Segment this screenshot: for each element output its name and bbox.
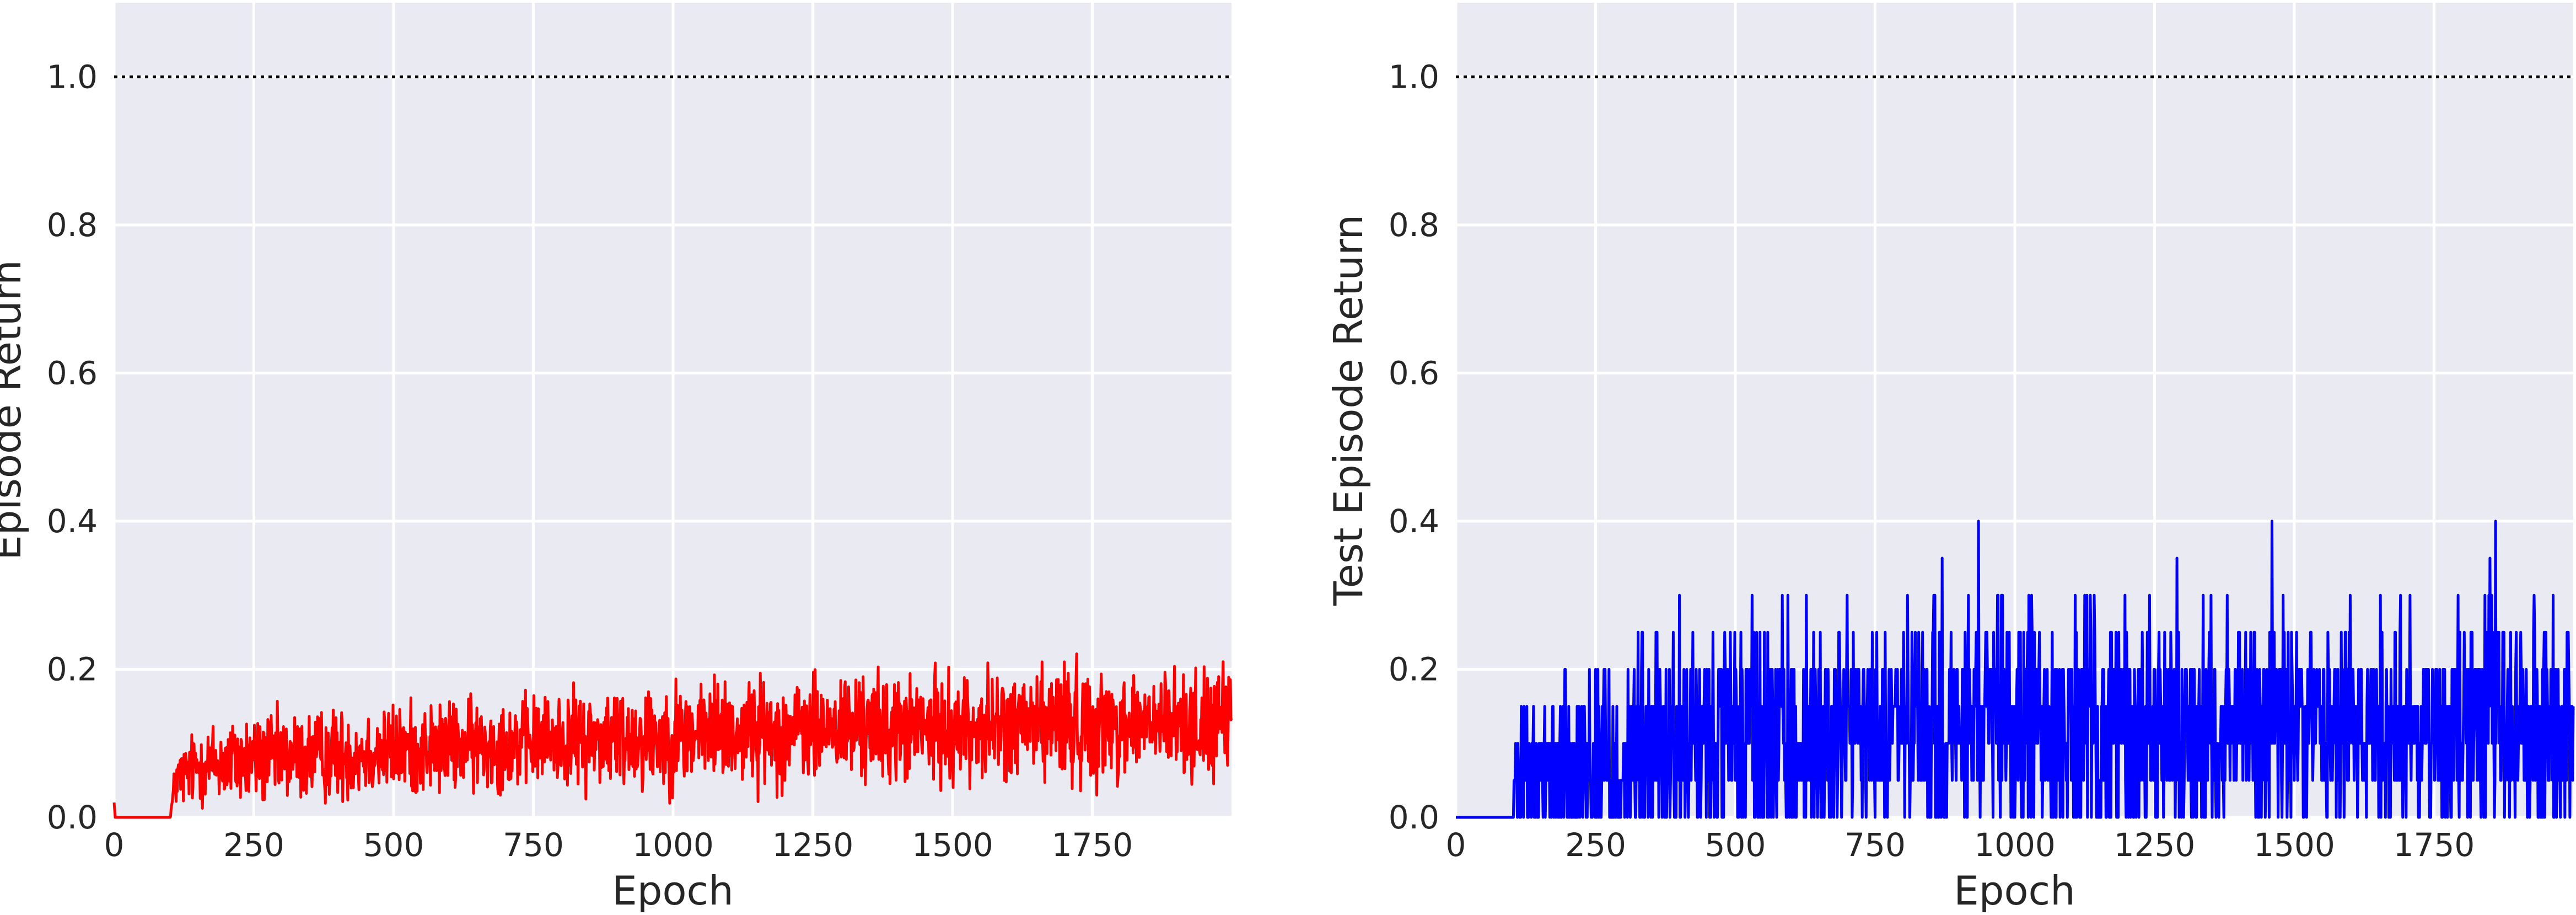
chart-1-x-tick-label: 1250 <box>772 826 854 864</box>
chart-2-x-tick-label: 250 <box>1565 826 1626 864</box>
chart-1-y-tick-label: 0.6 <box>47 354 98 392</box>
chart-2-x-tick-label: 1000 <box>1974 826 2056 864</box>
chart-2-series-line <box>1455 520 2575 819</box>
chart-2-y-tick-label: 0.6 <box>1389 354 1439 392</box>
chart-2-x-tick-label: 1500 <box>2254 826 2335 864</box>
chart-2-x-tick-label: 1250 <box>2114 826 2196 864</box>
chart-1-series-line <box>112 652 1233 819</box>
chart-2-x-tick-label: 500 <box>1705 826 1766 864</box>
chart-1-y-axis-label: Episode Return <box>0 260 30 560</box>
chart-1-y-tick-label: 1.0 <box>47 58 98 95</box>
chart-1-x-tick-label: 750 <box>503 826 564 864</box>
chart-1-x-axis-label: Epoch <box>612 868 733 912</box>
chart-2-x-tick-label: 750 <box>1844 826 1906 864</box>
chart-2-x-axis-label: Epoch <box>1954 868 2075 912</box>
chart-1-x-tick-label: 1500 <box>912 826 993 864</box>
chart-1-x-tick-label: 0 <box>104 826 125 864</box>
chart-2-x-tick-label: 1750 <box>2394 826 2475 864</box>
chart-1-y-tick-label: 0.4 <box>47 502 98 540</box>
chart-2-y-tick-label: 0.4 <box>1389 502 1439 540</box>
chart-2-y-axis-label: Test Episode Return <box>1325 215 1372 606</box>
chart-1-y-tick-label: 0.8 <box>47 206 98 244</box>
chart-1-x-tick-label: 1000 <box>632 826 714 864</box>
chart-1-x-tick-label: 500 <box>363 826 424 864</box>
chart-2-y-tick-label: 1.0 <box>1389 58 1439 95</box>
chart-1-x-tick-label: 250 <box>223 826 284 864</box>
chart-1-y-tick-label: 0.2 <box>47 650 98 688</box>
chart-2-x-tick-label: 0 <box>1446 826 1466 864</box>
chart-2-y-tick-label: 0.8 <box>1389 206 1439 244</box>
chart-2-y-tick-label: 0.0 <box>1389 799 1439 836</box>
chart-2-y-tick-label: 0.2 <box>1389 650 1439 688</box>
chart-1-y-tick-label: 0.0 <box>47 799 98 836</box>
chart-1-x-tick-label: 1750 <box>1052 826 1133 864</box>
